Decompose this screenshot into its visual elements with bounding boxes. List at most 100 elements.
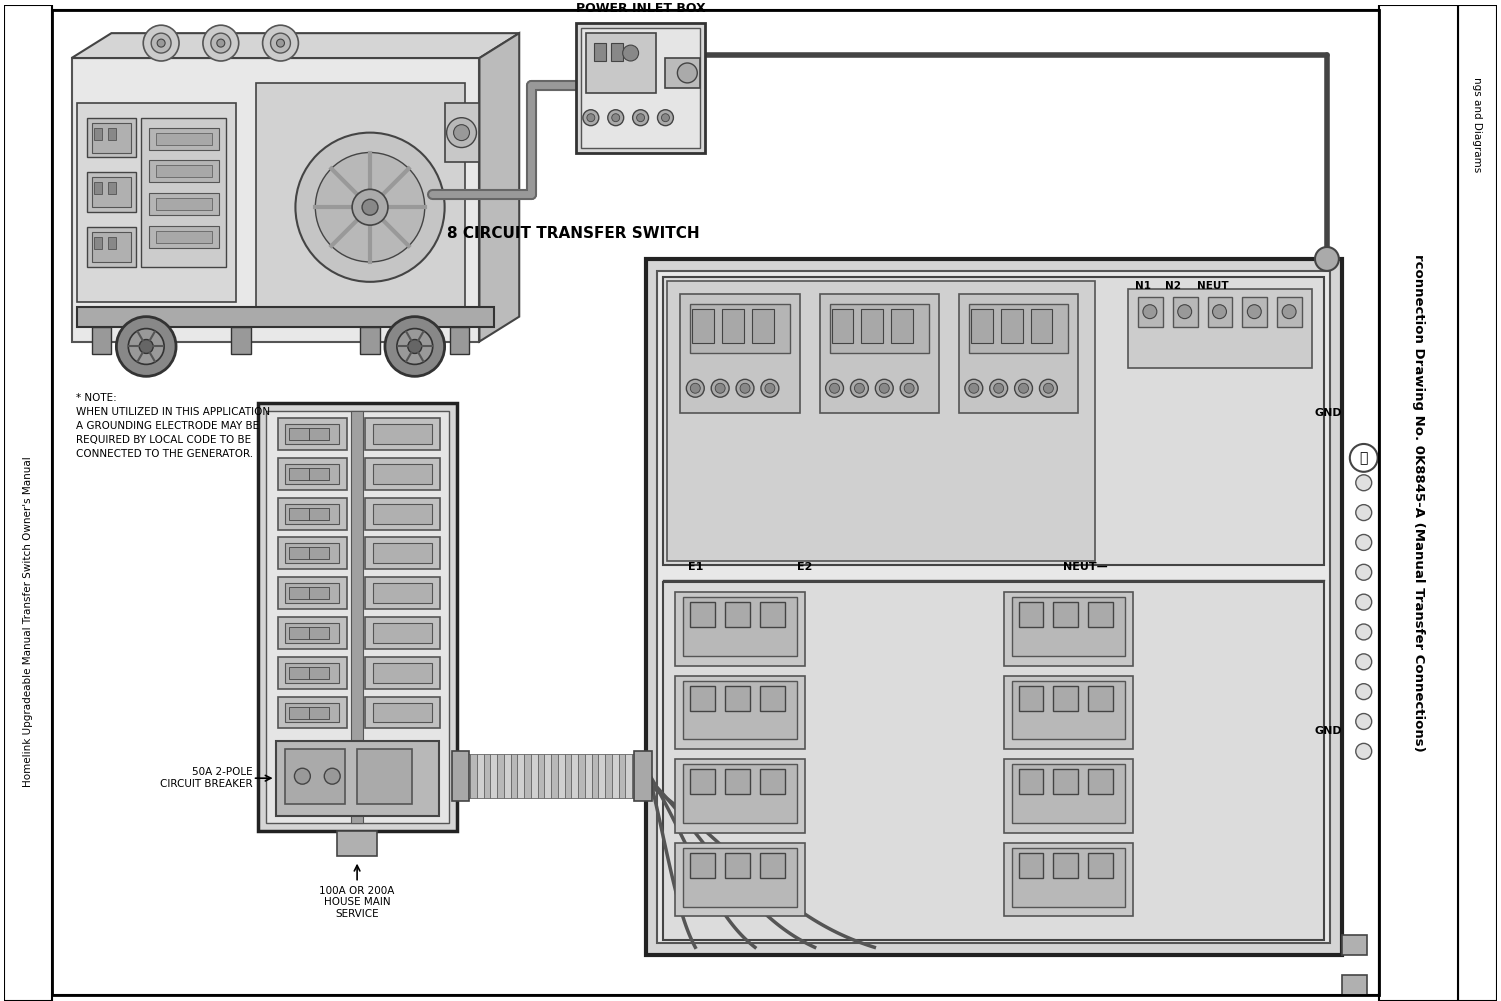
Bar [1088, 853, 1114, 878]
Bar [92, 232, 131, 262]
Bar [290, 667, 309, 679]
Bar [760, 603, 785, 627]
Bar [365, 617, 440, 649]
Circle shape [901, 379, 919, 397]
Bar [92, 177, 131, 207]
Bar [581, 28, 701, 147]
Bar [278, 418, 347, 449]
Circle shape [761, 379, 779, 397]
Text: NEUT: NEUT [1196, 281, 1228, 291]
Bar [968, 303, 1069, 353]
Bar [1054, 686, 1078, 711]
Text: 100A OR 200A
HOUSE MAIN
SERVICE: 100A OR 200A HOUSE MAIN SERVICE [320, 886, 395, 919]
Circle shape [904, 383, 914, 393]
Bar [971, 308, 992, 343]
Bar [452, 752, 470, 801]
Bar [92, 326, 111, 354]
Bar [1019, 686, 1043, 711]
Circle shape [296, 132, 444, 282]
Circle shape [276, 39, 285, 47]
Bar [95, 237, 102, 249]
Bar [278, 497, 347, 530]
Bar [862, 308, 883, 343]
Bar [456, 755, 464, 798]
Bar [278, 617, 347, 649]
Bar [497, 755, 504, 798]
Bar [1004, 760, 1133, 833]
Bar [156, 165, 212, 177]
Circle shape [657, 110, 674, 126]
Bar [374, 663, 432, 683]
Bar [1138, 296, 1163, 326]
Bar [524, 755, 531, 798]
Bar [258, 403, 456, 831]
Bar [285, 663, 339, 683]
Circle shape [1355, 595, 1372, 610]
Bar [663, 277, 1324, 566]
Bar [108, 182, 117, 194]
Bar [290, 627, 309, 639]
Circle shape [1355, 474, 1372, 490]
Text: ⏚: ⏚ [1360, 450, 1367, 464]
Bar [285, 424, 339, 444]
Bar [692, 308, 714, 343]
Bar [149, 128, 219, 149]
Circle shape [1349, 444, 1378, 471]
Bar [1004, 593, 1133, 666]
Circle shape [1282, 304, 1295, 318]
Bar [1088, 603, 1114, 627]
Bar [351, 411, 363, 823]
Circle shape [384, 316, 444, 376]
Bar [551, 755, 558, 798]
Bar [309, 627, 329, 639]
Bar [95, 128, 102, 139]
Bar [820, 293, 940, 413]
Bar [276, 742, 438, 816]
Polygon shape [479, 33, 519, 341]
Circle shape [1355, 654, 1372, 670]
Bar [1004, 676, 1133, 750]
Circle shape [396, 328, 432, 364]
Bar [612, 755, 618, 798]
Text: 8 CIRCUIT TRANSFER SWITCH: 8 CIRCUIT TRANSFER SWITCH [447, 226, 699, 241]
Circle shape [714, 383, 725, 393]
Text: E1: E1 [687, 563, 702, 573]
Bar [365, 457, 440, 489]
Circle shape [210, 33, 231, 53]
Bar [633, 752, 651, 801]
Circle shape [1355, 535, 1372, 551]
Bar [365, 657, 440, 689]
Bar [1172, 296, 1198, 326]
Bar [657, 271, 1330, 943]
Circle shape [1355, 744, 1372, 760]
Bar [1342, 935, 1367, 955]
Bar [585, 755, 591, 798]
Circle shape [1142, 304, 1157, 318]
Bar [285, 584, 339, 604]
Bar [725, 769, 750, 794]
Bar [156, 132, 212, 144]
Bar [278, 657, 347, 689]
Bar [290, 548, 309, 560]
Bar [51, 10, 1378, 995]
Bar [675, 676, 805, 750]
Bar [231, 326, 251, 354]
Bar [599, 755, 605, 798]
Bar [491, 755, 497, 798]
Bar [752, 308, 775, 343]
Bar [255, 83, 464, 316]
Bar [309, 508, 329, 520]
Bar [365, 578, 440, 609]
Bar [365, 497, 440, 530]
Bar [290, 508, 309, 520]
Text: 50A 2-POLE
CIRCUIT BREAKER: 50A 2-POLE CIRCUIT BREAKER [161, 768, 252, 789]
Circle shape [1019, 383, 1028, 393]
Circle shape [623, 45, 638, 61]
Bar [578, 755, 585, 798]
Circle shape [216, 39, 225, 47]
Circle shape [851, 379, 869, 397]
Bar [374, 424, 432, 444]
Text: ngs and Diagrams: ngs and Diagrams [1472, 77, 1481, 172]
Bar [1031, 308, 1052, 343]
Circle shape [408, 339, 422, 353]
